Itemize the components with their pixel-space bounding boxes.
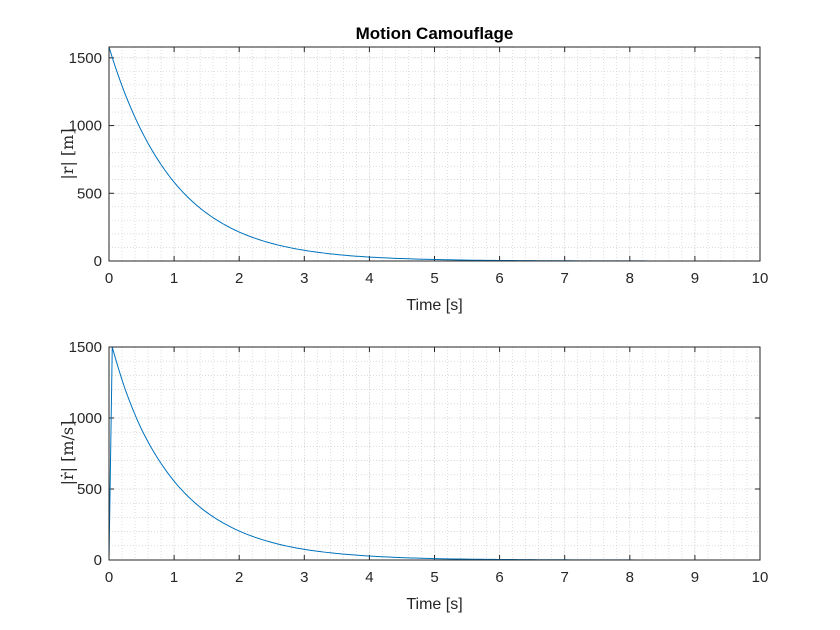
- x-tick-label: 4: [365, 270, 373, 287]
- x-tick-label: 10: [752, 270, 769, 287]
- x-tick-label: 2: [235, 270, 243, 287]
- x-tick-label: 6: [495, 569, 503, 586]
- x-tick-label: 8: [626, 569, 634, 586]
- y-tick-label: 1000: [69, 118, 102, 135]
- y-tick-label: 500: [77, 185, 102, 202]
- axes-box: [108, 346, 761, 561]
- x-tick-label: 0: [105, 270, 113, 287]
- y-tick-label: 1500: [69, 50, 102, 67]
- y-tick-labels: 0 500 1000 1500: [69, 339, 102, 569]
- x-axis-label: Time [s]: [406, 596, 462, 613]
- x-tick-label: 9: [691, 569, 699, 586]
- x-tick-label: 0: [105, 569, 113, 586]
- axes-background: [109, 47, 760, 261]
- y-tick-label: 1500: [69, 339, 102, 356]
- y-tick-label: 0: [94, 552, 102, 569]
- x-tick-label: 5: [430, 569, 438, 586]
- x-tick-label: 5: [430, 270, 438, 287]
- chart-title: Motion Camouflage: [356, 24, 514, 43]
- x-tick-label: 4: [365, 569, 373, 586]
- x-tick-label: 3: [300, 569, 308, 586]
- x-axis-label: Time [s]: [406, 297, 462, 314]
- x-tick-label: 8: [626, 270, 634, 287]
- y-tick-label: 1000: [69, 410, 102, 427]
- bottom-subplot: 0 1 2 3 4 5 6 7 8 9 10 0 500 1000 1500 Time [s] |ṙ| […: [58, 339, 768, 613]
- y-tick-label: 500: [77, 481, 102, 498]
- x-tick-label: 7: [561, 270, 569, 287]
- x-tick-label: 9: [691, 270, 699, 287]
- x-tick-label: 1: [170, 270, 178, 287]
- y-axis-label: |ṙ| [m/s]: [58, 421, 77, 486]
- top-subplot: 0 1 2 3 4 5 6 7 8 9 10 0 500 1000 1500 Motion Camoufl…: [58, 24, 768, 314]
- x-tick-label: 10: [752, 569, 769, 586]
- axes-box: [108, 46, 761, 262]
- y-tick-label: 0: [94, 253, 102, 270]
- x-tick-labels: 0 1 2 3 4 5 6 7 8 9 10: [105, 569, 769, 586]
- x-tick-labels: 0 1 2 3 4 5 6 7 8 9 10: [105, 270, 769, 287]
- y-tick-labels: 0 500 1000 1500: [69, 50, 102, 270]
- y-axis-label: |r| [m]: [58, 128, 77, 179]
- x-tick-label: 7: [561, 569, 569, 586]
- x-tick-label: 2: [235, 569, 243, 586]
- axes-background: [109, 347, 760, 560]
- x-tick-label: 3: [300, 270, 308, 287]
- x-tick-label: 6: [495, 270, 503, 287]
- x-tick-label: 1: [170, 569, 178, 586]
